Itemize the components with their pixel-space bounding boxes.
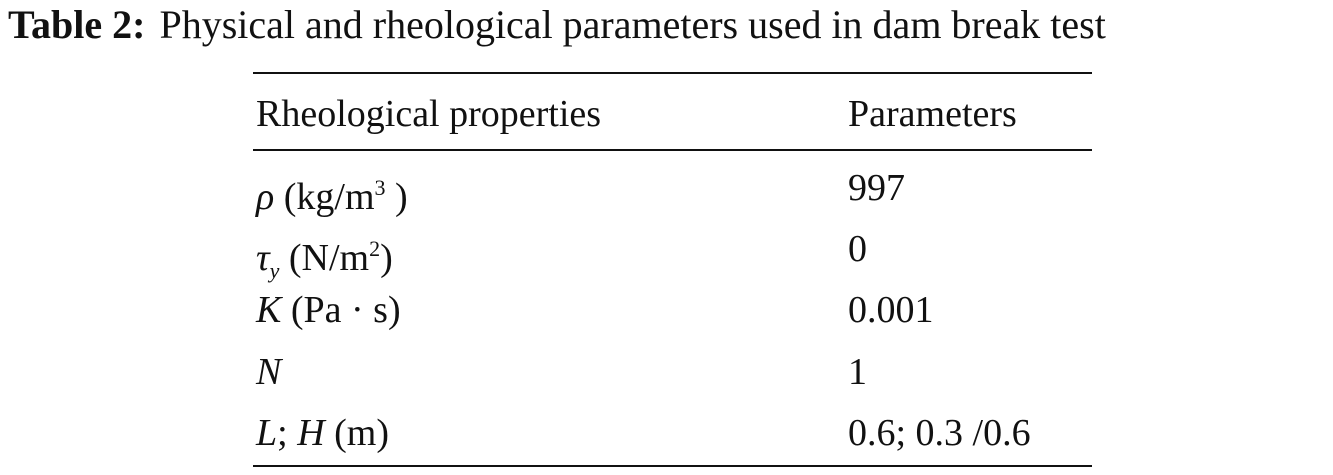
table-cell: 0 [848, 228, 867, 270]
table-cell: N [256, 350, 281, 394]
table-cell: 997 [848, 167, 905, 209]
unit: (Pa · s) [281, 289, 401, 331]
caption-label: Table 2: [8, 2, 146, 47]
symbol: N [256, 351, 282, 393]
header-rule [253, 149, 1092, 151]
table-cell: 0.001 [848, 289, 934, 331]
table-cell: ρ (kg/m3 ) [256, 166, 408, 219]
table-cell: 0.6; 0.3 /0.6 [848, 412, 1031, 454]
unit: (kg/m [274, 176, 375, 218]
table-cell: 1 [848, 351, 867, 393]
table-cell: L; H (m) [256, 411, 389, 455]
header-cell: Parameters [848, 93, 1017, 135]
table-cell: K (Pa · s) [256, 288, 401, 332]
unit: ) [385, 176, 408, 218]
superscript: 2 [369, 236, 381, 261]
header-cell: Rheological properties [256, 93, 602, 135]
subscript: y [269, 258, 280, 283]
superscript: 3 [374, 175, 386, 200]
separator: ; [277, 412, 298, 454]
caption-text: Physical and rheological parameters used… [159, 2, 1106, 47]
symbol: L [256, 412, 278, 454]
symbol: τ [256, 237, 270, 279]
unit: (N/m [279, 237, 370, 279]
unit: ) [380, 237, 393, 279]
table-caption: Table 2: Physical and rheological paramet… [8, 2, 1106, 48]
top-rule [253, 72, 1092, 74]
symbol: ρ [256, 176, 275, 218]
unit: (m) [324, 412, 390, 454]
table-cell: τy (N/m2) [256, 227, 393, 293]
symbol: K [256, 289, 282, 331]
bottom-rule [253, 465, 1092, 467]
symbol: H [297, 412, 325, 454]
